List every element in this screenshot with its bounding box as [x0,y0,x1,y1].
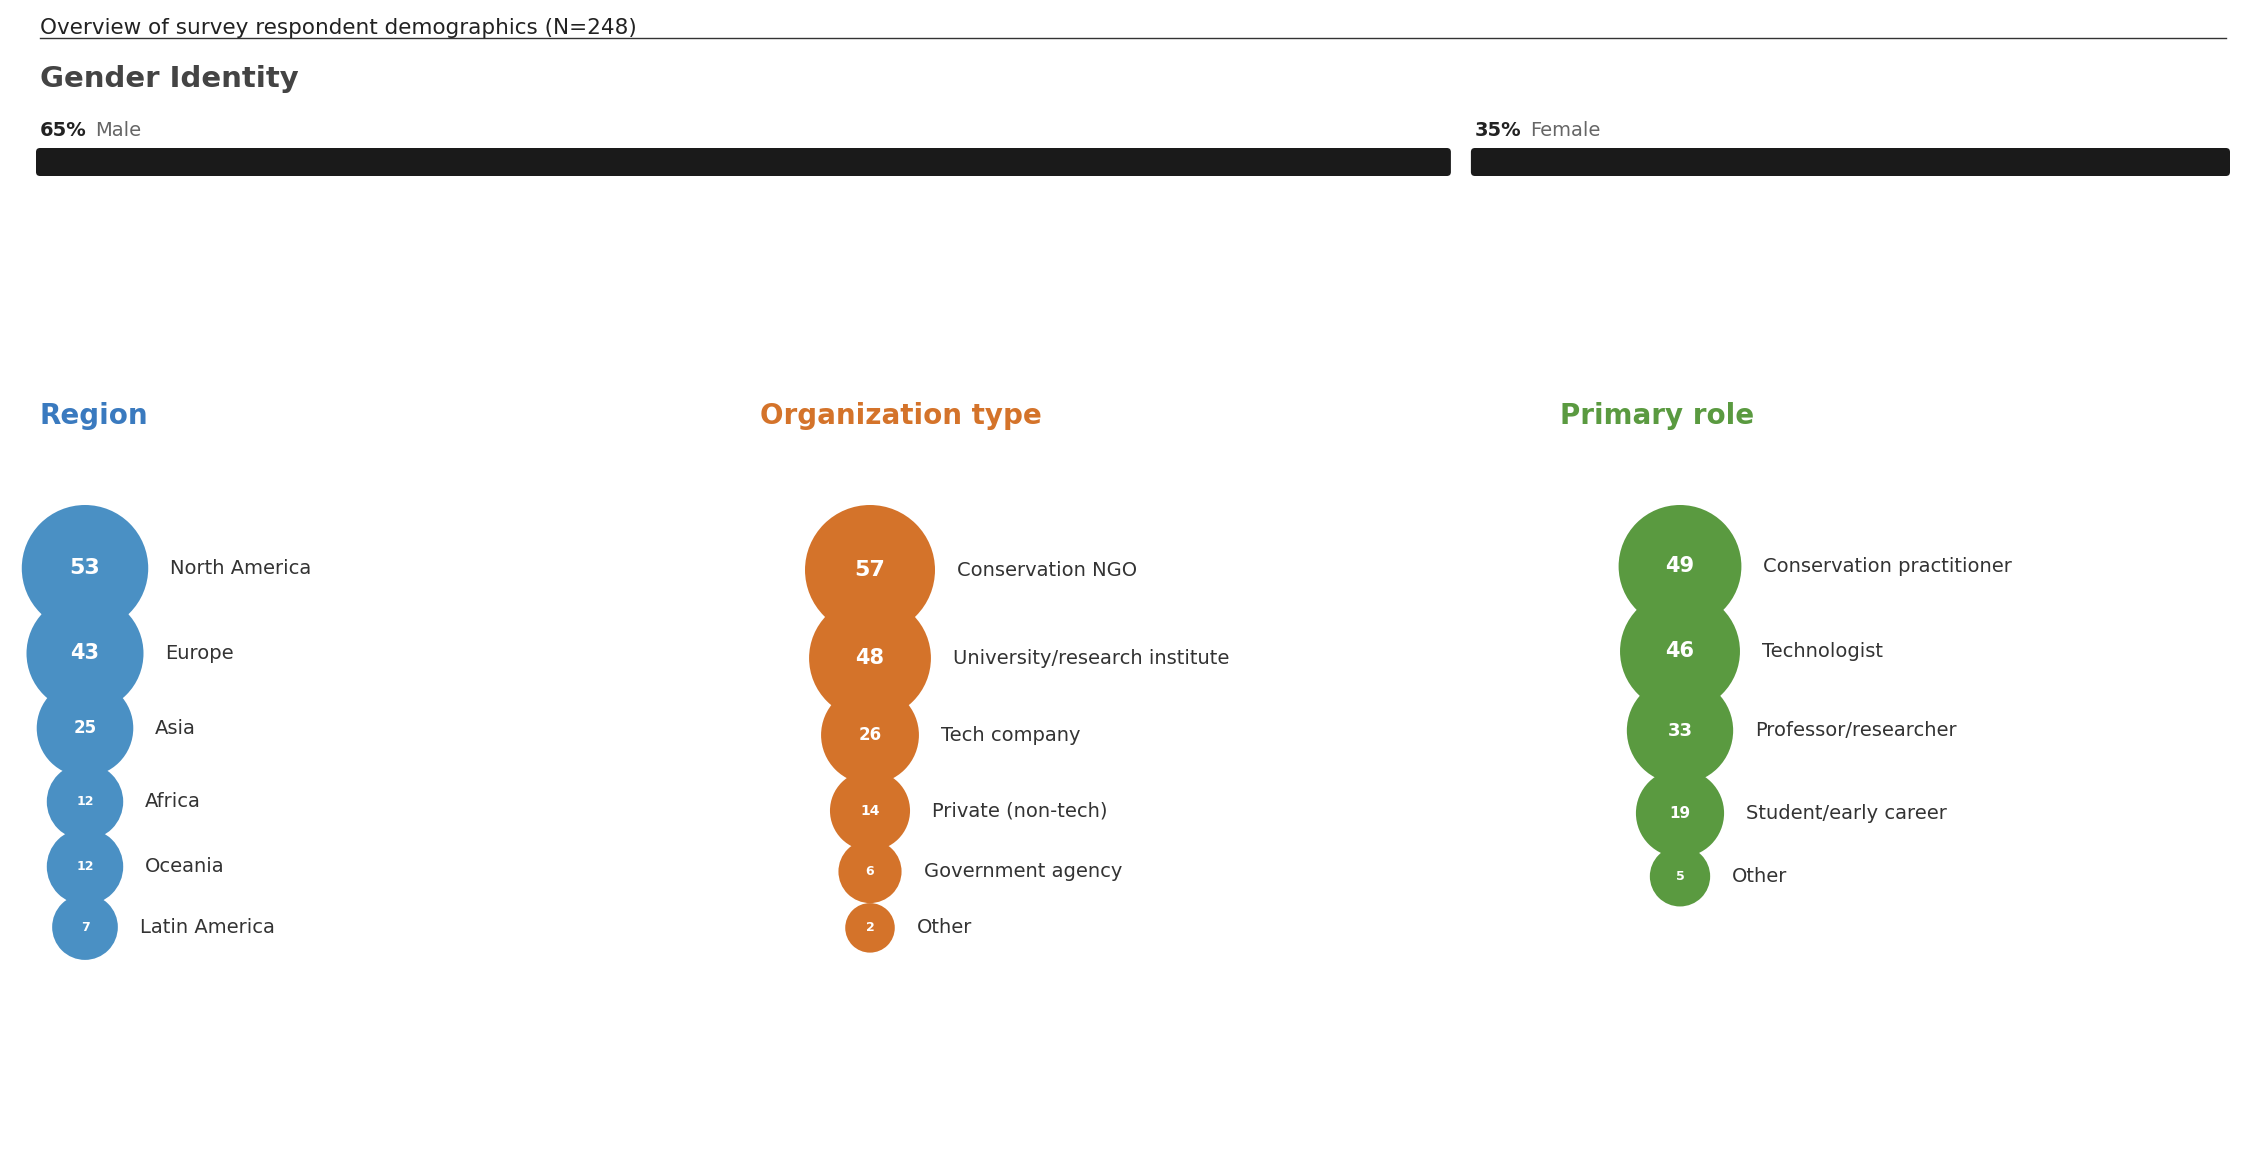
Text: Professor/researcher: Professor/researcher [1756,722,1958,740]
Text: Technologist: Technologist [1763,641,1883,661]
Text: 35%: 35% [1475,121,1520,140]
Text: 33: 33 [1668,722,1693,740]
Text: Region: Region [41,403,150,430]
Circle shape [36,680,134,776]
Text: Tech company: Tech company [940,725,1081,745]
Text: Africa: Africa [145,792,202,811]
Circle shape [838,840,902,904]
Circle shape [809,597,931,719]
Text: 5: 5 [1675,870,1684,883]
Text: Organization type: Organization type [759,403,1042,430]
Circle shape [820,686,920,784]
Circle shape [829,770,911,850]
Circle shape [1627,677,1733,784]
Circle shape [1650,846,1711,906]
Text: Conservation NGO: Conservation NGO [956,560,1138,580]
Text: North America: North America [170,559,310,578]
Circle shape [845,904,895,952]
Text: Government agency: Government agency [925,862,1122,880]
Circle shape [1618,505,1740,628]
Text: Latin America: Latin America [140,918,274,936]
Text: 7: 7 [82,921,88,934]
Text: 19: 19 [1670,806,1690,820]
Text: 57: 57 [854,560,886,580]
Text: 26: 26 [859,726,881,744]
Text: Male: Male [95,121,140,140]
Circle shape [804,505,936,635]
Text: Europe: Europe [165,644,233,662]
Text: Oceania: Oceania [145,857,224,876]
Text: 2: 2 [866,921,875,934]
Circle shape [23,505,147,631]
Text: Overview of survey respondent demographics (N=248): Overview of survey respondent demographi… [41,19,637,38]
Circle shape [1620,592,1740,711]
Text: Other: Other [1731,867,1788,886]
Text: 43: 43 [70,644,100,664]
Text: 49: 49 [1666,557,1695,577]
Text: Primary role: Primary role [1559,403,1754,430]
Text: Student/early career: Student/early career [1747,804,1946,822]
Text: 12: 12 [77,796,93,809]
Text: 65%: 65% [41,121,86,140]
Text: Female: Female [1530,121,1600,140]
Text: 6: 6 [866,865,875,878]
Text: 12: 12 [77,861,93,873]
Text: Private (non-tech): Private (non-tech) [931,802,1108,820]
FancyBboxPatch shape [36,148,1450,176]
Text: 53: 53 [70,558,100,578]
FancyBboxPatch shape [1471,148,2230,176]
Circle shape [48,763,122,840]
Text: 14: 14 [861,804,879,818]
Circle shape [52,894,118,960]
Text: Gender Identity: Gender Identity [41,65,299,93]
Circle shape [1636,769,1724,857]
Text: Conservation practitioner: Conservation practitioner [1763,557,2012,575]
Text: 46: 46 [1666,641,1695,661]
Circle shape [48,828,122,905]
Circle shape [27,595,143,712]
Text: 25: 25 [73,719,97,738]
Text: Other: Other [918,919,972,937]
Text: Asia: Asia [156,719,197,738]
Text: 48: 48 [857,648,884,668]
Text: University/research institute: University/research institute [954,648,1228,668]
